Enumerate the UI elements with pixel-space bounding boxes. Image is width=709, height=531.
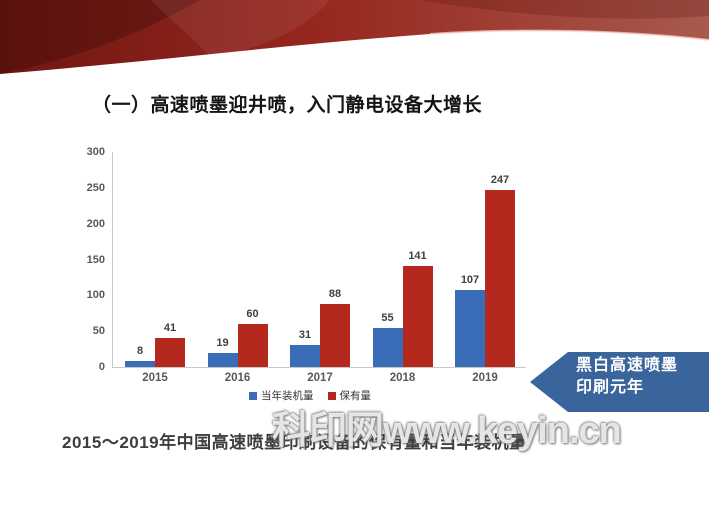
x-axis-category-label: 2018 — [389, 372, 416, 384]
y-axis-tick-label: 50 — [92, 325, 105, 338]
bar-value-label: 88 — [328, 288, 342, 300]
y-axis-tick-label: 100 — [86, 289, 105, 302]
bar-当年装机量-2018 — [372, 328, 403, 367]
bar-value-label: 41 — [163, 322, 177, 334]
x-axis-category-label: 2017 — [307, 372, 333, 384]
callout-arrow-shape — [530, 352, 709, 412]
legend-item: 保有量 — [327, 388, 372, 403]
bar-保有量-2018 — [402, 266, 433, 367]
bar-保有量-2019 — [485, 190, 515, 367]
watermark: 科印网www.keyin.cn — [272, 410, 622, 452]
bar-当年装机量-2015 — [125, 361, 155, 367]
bar-value-label: 60 — [246, 308, 259, 320]
bar-保有量-2015 — [155, 338, 185, 367]
legend-label: 当年装机量 — [261, 390, 314, 402]
bar-value-label: 8 — [136, 345, 144, 357]
x-axis-category-label: 2016 — [224, 372, 251, 384]
y-axis-tick-label: 150 — [86, 253, 105, 266]
legend-label: 保有量 — [339, 390, 372, 402]
bar-value-label: 141 — [408, 250, 427, 262]
bar-chart: 0 50 100 150 200 250 300 2015 8 41 2016 19 60 2017 31 8… — [78, 145, 564, 413]
y-axis-line — [112, 152, 113, 367]
bar-value-label: 31 — [298, 329, 312, 341]
bar-value-label: 55 — [381, 312, 394, 324]
slide-title: （一）高速喷墨迎井喷，入门静电设备大增长 — [92, 95, 483, 116]
callout-text: 黑白高速喷墨 印刷元年 — [576, 355, 678, 399]
chart-caption: 2015～2019年中国高速喷墨印刷设备的保有量和当年装机量 — [62, 433, 527, 452]
y-axis-tick-label: 0 — [98, 361, 105, 373]
bar-保有量-2016 — [237, 324, 268, 367]
x-axis-line — [112, 367, 526, 368]
legend-swatch — [249, 391, 257, 400]
x-axis-category-label: 2019 — [472, 372, 498, 384]
y-axis-tick-label: 300 — [86, 146, 105, 158]
chart-legend: 当年装机量 保有量 — [78, 388, 542, 403]
legend-swatch — [327, 391, 336, 400]
ribbon-decoration — [0, 0, 709, 74]
bar-当年装机量-2019 — [455, 290, 485, 367]
callout-line1: 黑白高速喷墨 — [576, 357, 679, 374]
y-axis-tick-label: 250 — [86, 181, 105, 194]
x-axis-category-label: 2015 — [142, 372, 168, 384]
callout-line2: 印刷元年 — [576, 379, 645, 396]
y-axis-tick-label: 200 — [86, 217, 105, 230]
bar-value-label: 107 — [460, 274, 480, 286]
callout-arrow: 黑白高速喷墨 印刷元年 — [528, 346, 709, 416]
bar-当年装机量-2017 — [290, 345, 320, 367]
bar-当年装机量-2016 — [207, 353, 238, 367]
bar-value-label: 19 — [216, 337, 229, 349]
bar-value-label: 247 — [490, 174, 510, 186]
bar-保有量-2017 — [320, 304, 350, 367]
legend-item: 当年装机量 — [249, 388, 314, 403]
